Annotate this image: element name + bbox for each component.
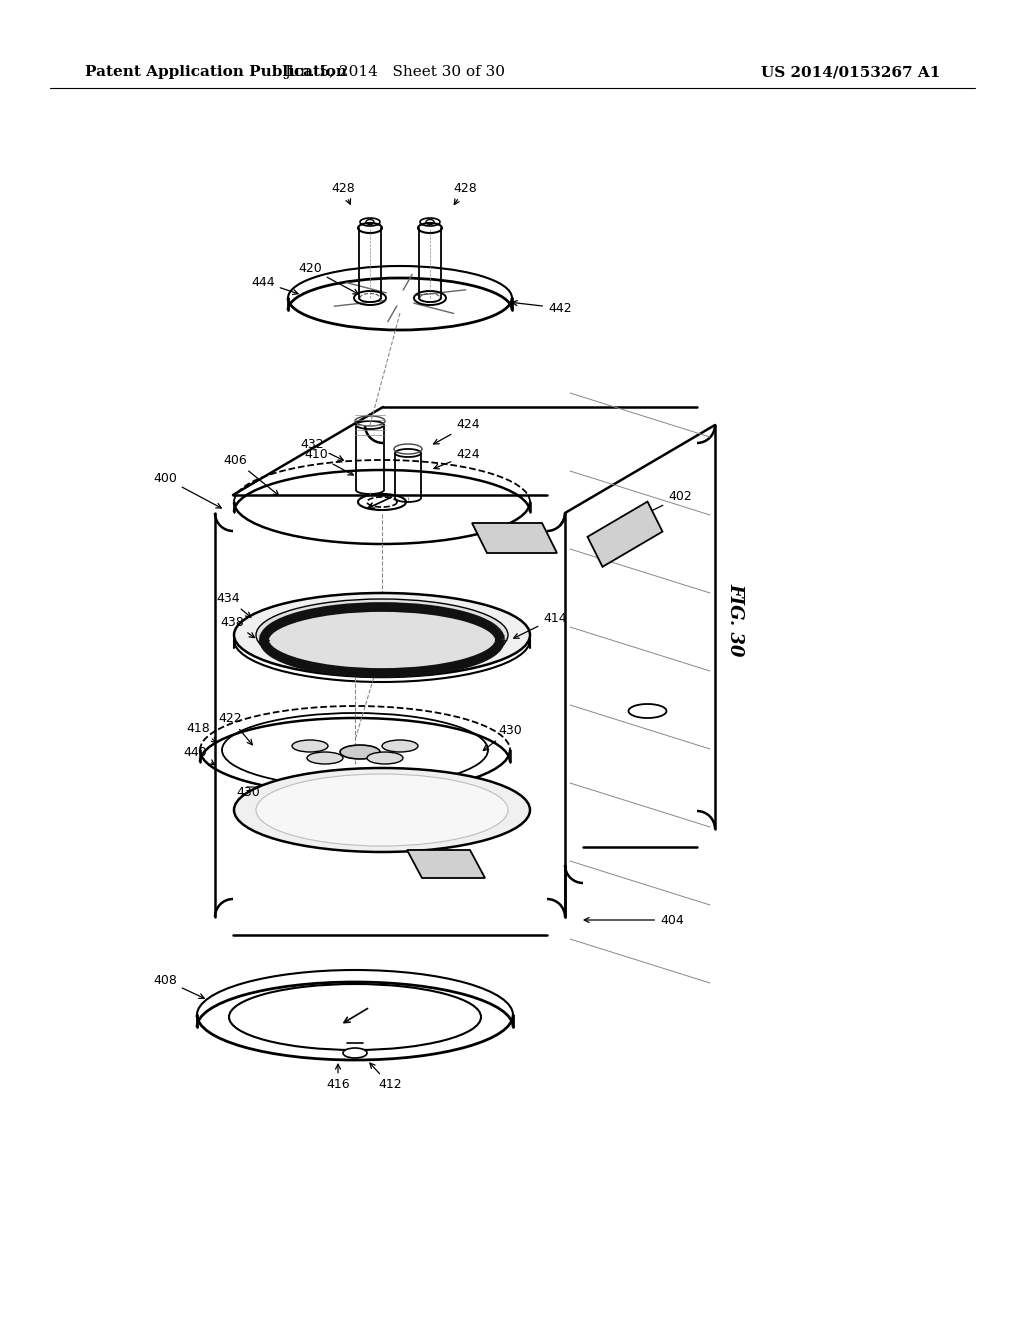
Text: 428: 428 (454, 181, 477, 205)
Ellipse shape (292, 741, 328, 752)
Text: 440: 440 (183, 746, 214, 764)
Ellipse shape (382, 741, 418, 752)
Text: 420: 420 (298, 261, 358, 294)
Ellipse shape (367, 752, 403, 764)
Text: 404: 404 (584, 913, 684, 927)
Text: 420: 420 (426, 851, 450, 865)
Text: 414: 414 (514, 611, 567, 638)
Ellipse shape (256, 774, 508, 846)
Text: US 2014/0153267 A1: US 2014/0153267 A1 (761, 65, 940, 79)
Text: 444: 444 (251, 276, 298, 294)
Text: 434: 434 (216, 591, 251, 618)
Text: 400: 400 (153, 471, 221, 508)
Polygon shape (407, 850, 485, 878)
Text: 410: 410 (304, 449, 353, 475)
Text: 442: 442 (512, 301, 571, 314)
Ellipse shape (256, 599, 508, 671)
Ellipse shape (343, 1048, 367, 1059)
Text: 432: 432 (300, 438, 343, 461)
Ellipse shape (307, 752, 343, 764)
Text: 406: 406 (223, 454, 279, 495)
Ellipse shape (234, 593, 530, 677)
Text: 428: 428 (331, 181, 355, 205)
Polygon shape (588, 502, 663, 566)
Text: 430: 430 (237, 787, 260, 800)
Text: 424: 424 (433, 418, 480, 444)
Text: 436: 436 (333, 645, 356, 659)
Text: 430: 430 (483, 723, 522, 751)
Ellipse shape (340, 744, 380, 759)
Ellipse shape (234, 768, 530, 851)
Text: Jun. 5, 2014   Sheet 30 of 30: Jun. 5, 2014 Sheet 30 of 30 (285, 65, 506, 79)
Text: 418: 418 (186, 722, 217, 742)
Text: 402: 402 (615, 491, 692, 528)
Polygon shape (472, 523, 557, 553)
Text: FIG. 30: FIG. 30 (726, 583, 744, 656)
Text: Patent Application Publication: Patent Application Publication (85, 65, 347, 79)
Text: 416: 416 (327, 1064, 350, 1092)
Text: 438: 438 (220, 615, 255, 638)
Text: 412: 412 (370, 1063, 401, 1092)
Text: 422: 422 (218, 711, 252, 744)
Text: 424: 424 (434, 449, 480, 469)
Text: 408: 408 (153, 974, 204, 998)
